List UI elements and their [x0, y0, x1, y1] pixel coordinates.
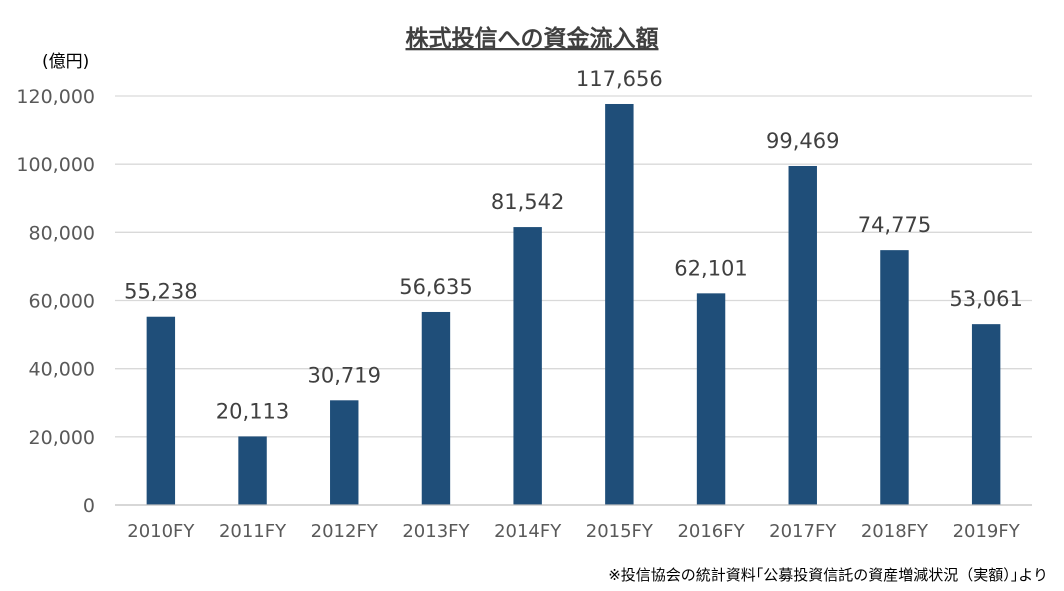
- data-label: 62,101: [674, 256, 747, 280]
- y-axis-ticks: 0 20,000 40,000 60,000 80,000 100,000 120,000: [16, 86, 95, 517]
- x-tick-label: 2014FY: [494, 521, 562, 542]
- bar: [788, 165, 817, 505]
- x-tick-label: 2012FY: [311, 521, 379, 542]
- bar: [605, 103, 634, 505]
- x-tick-label: 2010FY: [127, 521, 195, 542]
- data-label: 56,635: [399, 275, 472, 299]
- x-tick-label: 2017FY: [769, 521, 837, 542]
- bar: [513, 227, 542, 505]
- data-label: 81,542: [491, 190, 564, 214]
- bar: [330, 400, 359, 505]
- data-label: 74,775: [858, 213, 931, 237]
- bar: [696, 293, 726, 505]
- x-axis-ticks: 2010FY 2011FY 2012FY 2013FY 2014FY 2015FY 2016…: [127, 521, 1020, 542]
- data-label: 55,238: [124, 280, 197, 304]
- x-tick-label: 2018FY: [861, 521, 929, 542]
- data-label: 53,061: [949, 287, 1022, 311]
- bar: [238, 436, 267, 505]
- y-tick-label: 20,000: [29, 427, 95, 449]
- x-tick-label: 2016FY: [677, 521, 745, 542]
- x-tick-label: 2013FY: [402, 521, 470, 542]
- bar: [880, 250, 909, 505]
- y-axis-unit-label: (億円): [42, 52, 89, 72]
- bar: [421, 311, 451, 505]
- data-label: 20,113: [216, 399, 289, 423]
- data-label: 30,719: [308, 363, 381, 387]
- y-tick-label: 80,000: [29, 222, 95, 244]
- data-label: 117,656: [576, 67, 663, 91]
- y-tick-label: 100,000: [16, 154, 95, 176]
- y-tick-label: 40,000: [29, 359, 95, 381]
- bars: [146, 103, 1001, 505]
- bar: [146, 316, 176, 505]
- x-tick-label: 2015FY: [586, 521, 654, 542]
- gridlines: [115, 95, 1032, 438]
- y-tick-label: 0: [83, 495, 95, 517]
- y-tick-label: 60,000: [29, 291, 95, 313]
- bar: [971, 324, 1001, 505]
- data-labels: 55,238 20,113 30,719 56,635 81,542 117,656 62,…: [124, 67, 1023, 423]
- data-label: 99,469: [766, 129, 839, 153]
- x-tick-label: 2019FY: [953, 521, 1021, 542]
- y-tick-label: 120,000: [16, 86, 95, 108]
- source-note: ※投信協会の統計資料｢公募投資信託の資産増減状況（実額）｣より: [608, 566, 1048, 584]
- x-tick-label: 2011FY: [219, 521, 287, 542]
- chart-title: 株式投信への資金流入額: [406, 25, 659, 52]
